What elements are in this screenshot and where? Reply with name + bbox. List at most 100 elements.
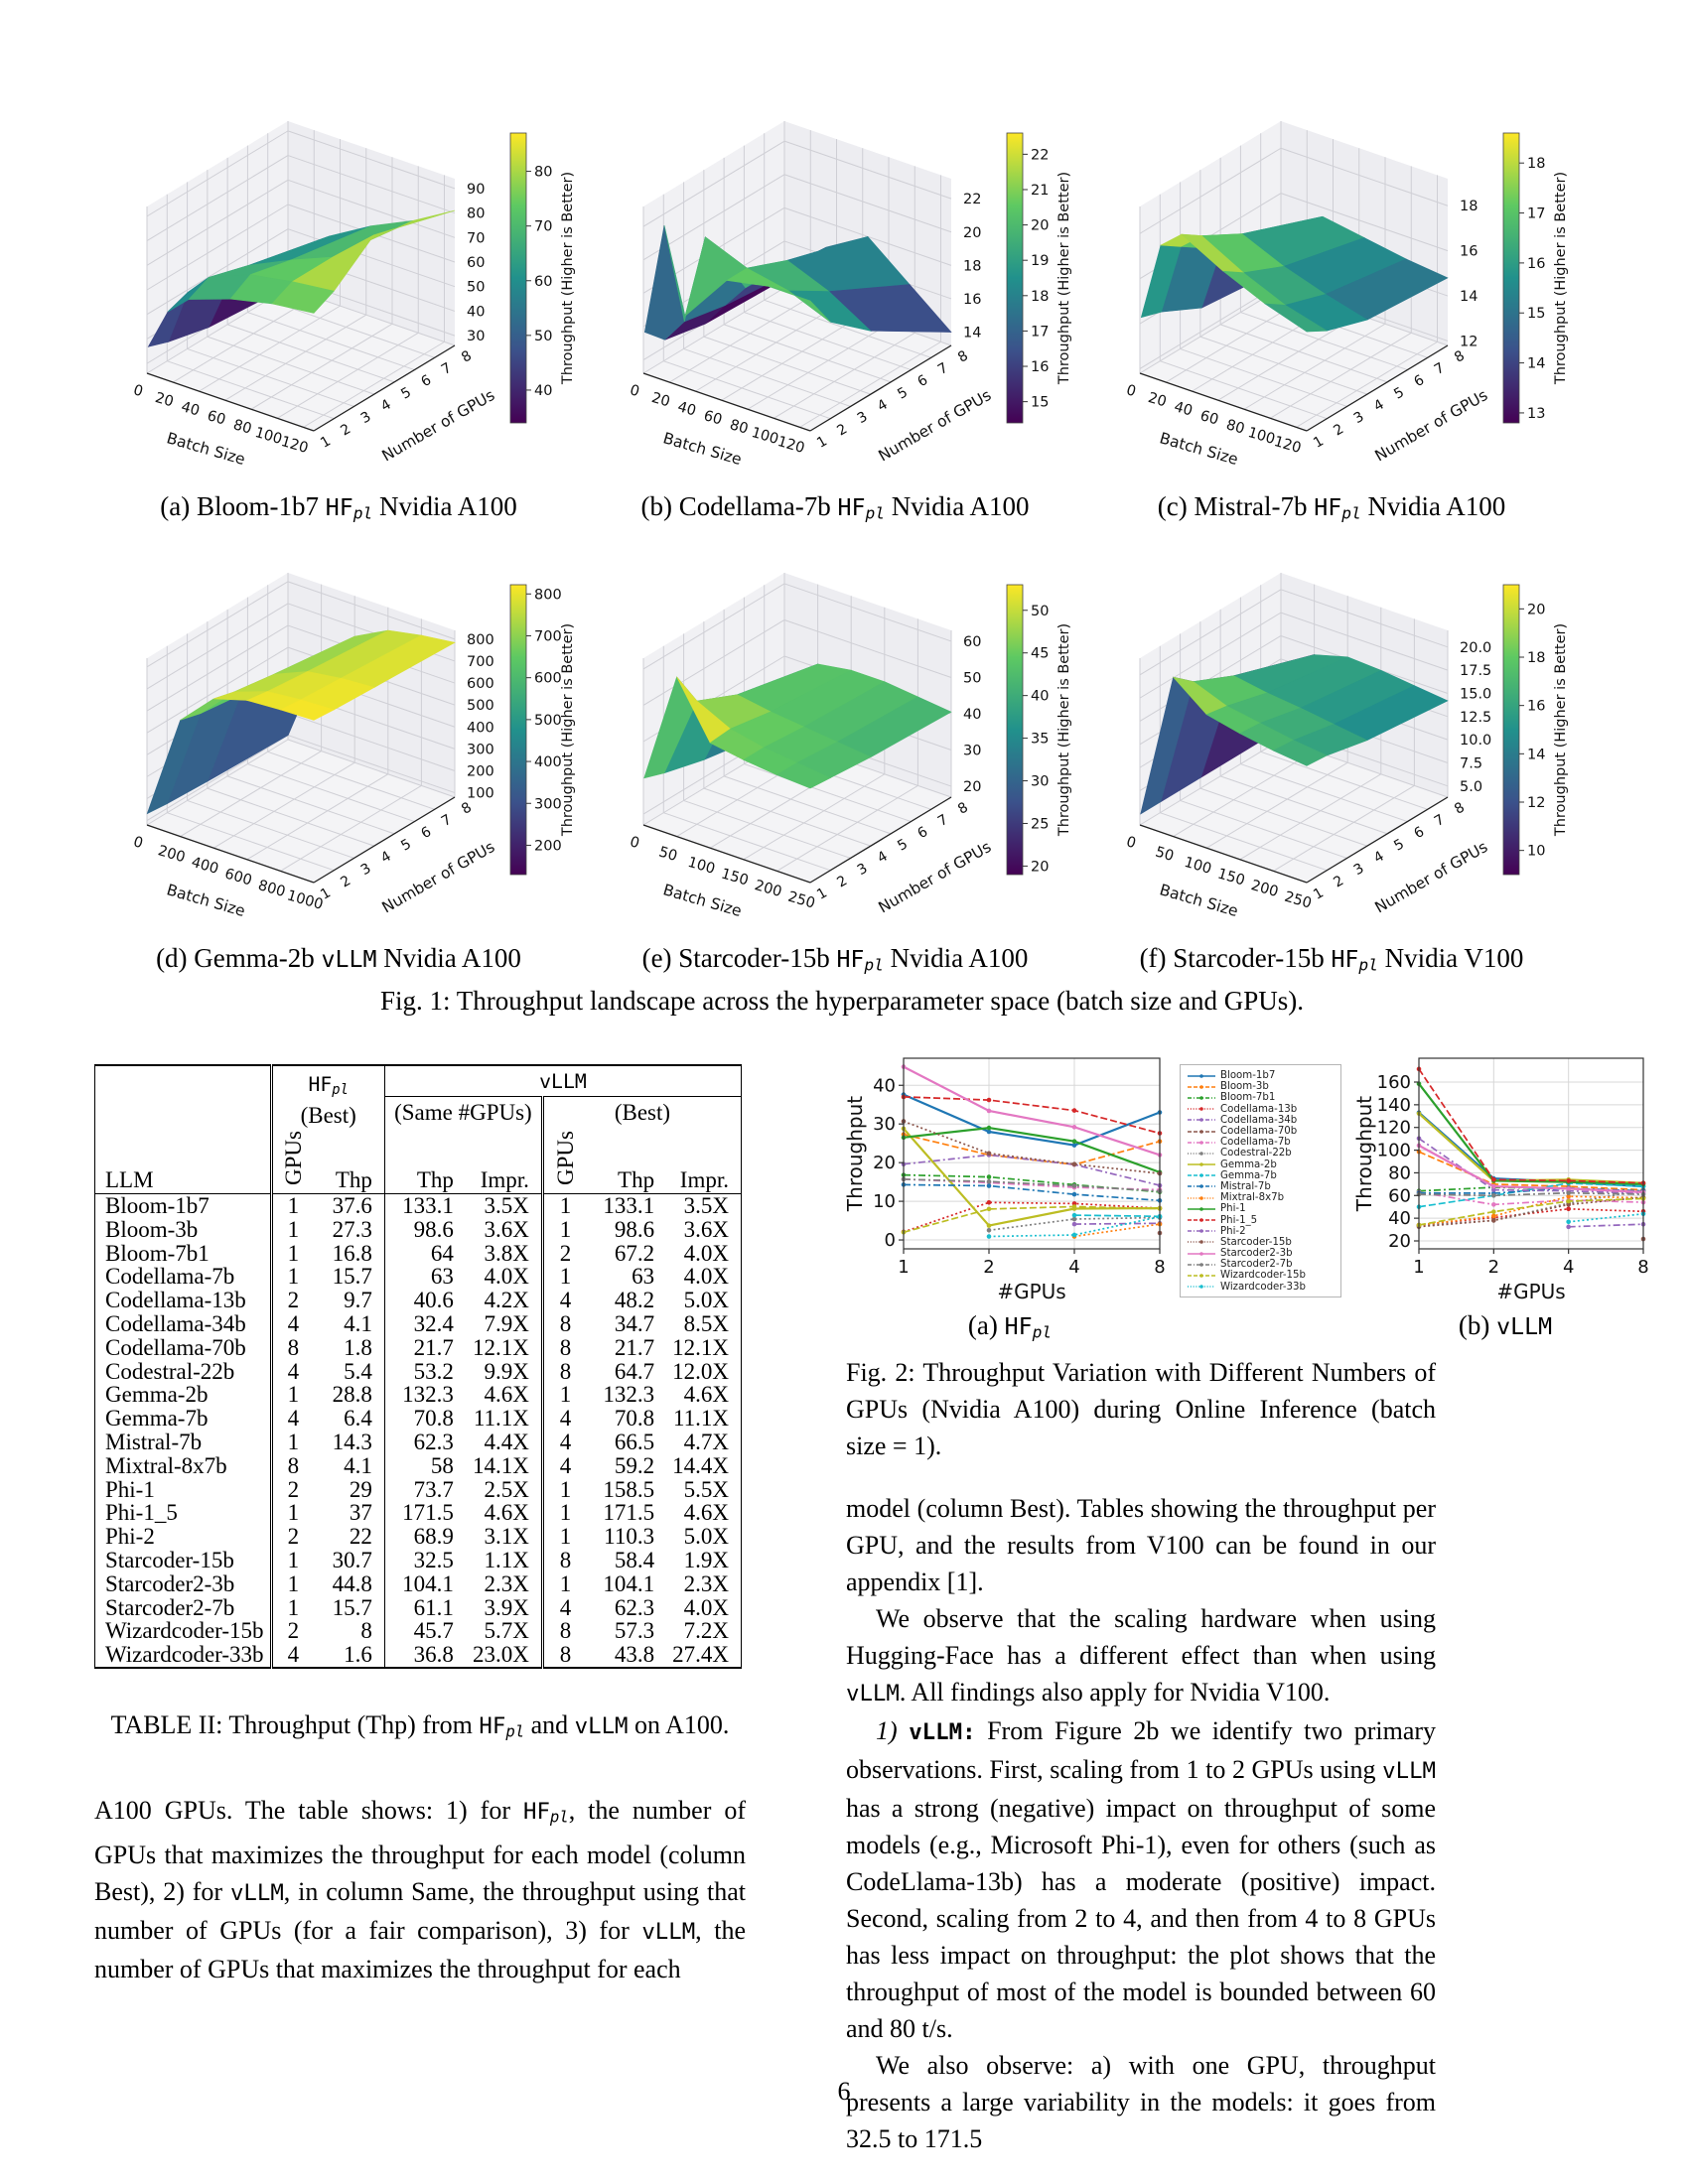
svg-text:150: 150 [1215,866,1246,888]
subplot-caption: (b) Codellama-7b HFpl Nvidia A100 [640,491,1030,523]
svg-text:700: 700 [534,628,562,644]
svg-text:Batch Size: Batch Size [661,881,744,920]
svg-text:140: 140 [1377,1095,1411,1116]
svg-text:8: 8 [1452,347,1468,365]
legend-entry: Bloom-1b7 [1187,1070,1334,1081]
legend-line-sample [1188,1274,1215,1278]
svg-text:8: 8 [1637,1257,1648,1278]
svg-text:Throughput (Higher is Better): Throughput (Higher is Better) [1553,172,1569,385]
svg-text:7: 7 [439,811,455,829]
table-row: Mixtral-8x7b 8 4.1 58 14.1X 4 59.2 14.4X [94,1453,743,1478]
svg-text:0: 0 [131,382,144,400]
svg-text:4: 4 [1371,396,1387,414]
svg-text:8: 8 [955,347,971,365]
svg-text:20: 20 [963,779,981,795]
svg-text:8: 8 [1452,799,1468,817]
svg-text:800: 800 [467,631,494,647]
svg-text:1: 1 [318,433,334,451]
svg-text:5: 5 [1391,384,1407,402]
table-header-same-gpus: (Same #GPUs) [384,1096,544,1129]
table-row: Codestral-22b 4 5.4 53.2 9.9X 8 64.7 12.0X [94,1359,743,1384]
svg-text:7: 7 [439,360,455,378]
legend-label: Gemma-2b [1220,1159,1277,1170]
svg-text:16: 16 [1031,359,1049,375]
svg-text:60: 60 [534,274,552,290]
legend-label: Codestral-22b [1220,1148,1292,1160]
svg-text:80: 80 [534,165,552,181]
table-row: Phi-2 2 22 68.9 3.1X 1 110.3 5.0X [94,1525,743,1549]
legend-label: Starcoder2-7b [1220,1259,1293,1271]
svg-text:8: 8 [1154,1257,1165,1278]
svg-text:25: 25 [1031,816,1049,832]
table-header-best: (Best) [542,1096,743,1129]
svg-text:50: 50 [1031,603,1049,618]
legend-line-sample [1188,1195,1215,1200]
figure-2a: 1 2 4 8 0 10 20 30 40 #GPUs Throughput (a) HFpl [846,1050,1174,1342]
svg-text:18: 18 [1031,289,1049,305]
svg-text:70: 70 [534,219,552,235]
svg-text:22: 22 [1031,147,1049,163]
svg-text:300: 300 [534,796,562,812]
table-row: Starcoder2-7b 1 15.7 61.1 3.9X 4 62.3 4.0X [94,1595,743,1620]
svg-text:12: 12 [1460,334,1477,349]
legend-label: Phi-1 [1220,1203,1246,1215]
svg-text:300: 300 [467,742,494,757]
figure-2-legend: Bloom-1b7 Bloom-3b Bloom-7b1 Codellama-13b C… [1180,1064,1341,1297]
svg-text:5: 5 [895,836,911,854]
svg-text:80: 80 [231,417,253,437]
svg-text:60: 60 [1388,1185,1411,1206]
svg-text:17.5: 17.5 [1460,663,1491,679]
table-header-gpus: GPUs [542,1129,588,1194]
svg-text:20: 20 [1031,859,1049,875]
svg-text:6: 6 [1412,372,1428,390]
svg-text:20: 20 [1146,390,1168,410]
legend-line-sample [1188,1218,1215,1222]
svg-text:7: 7 [935,360,951,378]
figure-1-subplot: 0 20 40 60 80 100 120 Batch Size 1 2 3 4 5 6 7 8 Number … [1090,87,1573,523]
svg-text:12: 12 [1527,795,1545,811]
svg-text:4: 4 [378,396,394,414]
svg-text:30: 30 [963,743,981,758]
legend-label: Mixtral-8x7b [1220,1192,1285,1204]
svg-text:100: 100 [1183,854,1213,877]
svg-text:Number of GPUs: Number of GPUs [379,837,498,916]
svg-text:200: 200 [753,878,783,900]
svg-text:Throughput: Throughput [846,1096,867,1212]
svg-text:7: 7 [1432,811,1448,829]
svg-text:16: 16 [1527,256,1545,272]
svg-text:13: 13 [1527,406,1545,422]
legend-line-sample [1188,1096,1215,1100]
svg-text:6: 6 [915,372,931,390]
page-number: 6 [837,2077,851,2106]
svg-text:60: 60 [702,408,724,428]
svg-text:5.0: 5.0 [1460,778,1482,794]
svg-text:15: 15 [1527,306,1545,322]
svg-text:600: 600 [534,670,562,686]
legend-line-sample [1188,1162,1215,1166]
svg-text:700: 700 [467,654,494,670]
legend-label: Bloom-7b1 [1220,1092,1276,1104]
svg-text:2: 2 [834,873,850,890]
svg-text:Batch Size: Batch Size [1158,881,1240,920]
legend-line-sample [1188,1152,1215,1156]
svg-text:1: 1 [814,433,830,451]
svg-text:20: 20 [1031,218,1049,234]
legend-label: Gemma-7b [1220,1169,1277,1181]
body-paragraph: We also observe: a) with one GPU, throug… [846,2050,1436,2153]
svg-text:80: 80 [1224,417,1246,437]
body-paragraph: We observe that the scaling hardware whe… [846,1603,1436,1706]
svg-text:0: 0 [628,834,640,852]
body-paragraph: 1) vLLM: From Figure 2b we identify two … [846,1715,1437,2043]
svg-text:6: 6 [419,372,435,390]
figure-1-caption: Fig. 1: Throughput landscape across the … [380,986,1304,1017]
subplot-caption: (c) Mistral-7b HFpl Nvidia A100 [1157,491,1506,523]
legend-label: Codellama-7b [1220,1137,1291,1149]
table-header-gpus: GPUs [271,1129,315,1194]
svg-text:400: 400 [190,854,220,877]
svg-text:1: 1 [1311,433,1327,451]
svg-text:30: 30 [1031,773,1049,789]
svg-text:20: 20 [1527,602,1545,617]
legend-line-sample [1188,1184,1215,1189]
